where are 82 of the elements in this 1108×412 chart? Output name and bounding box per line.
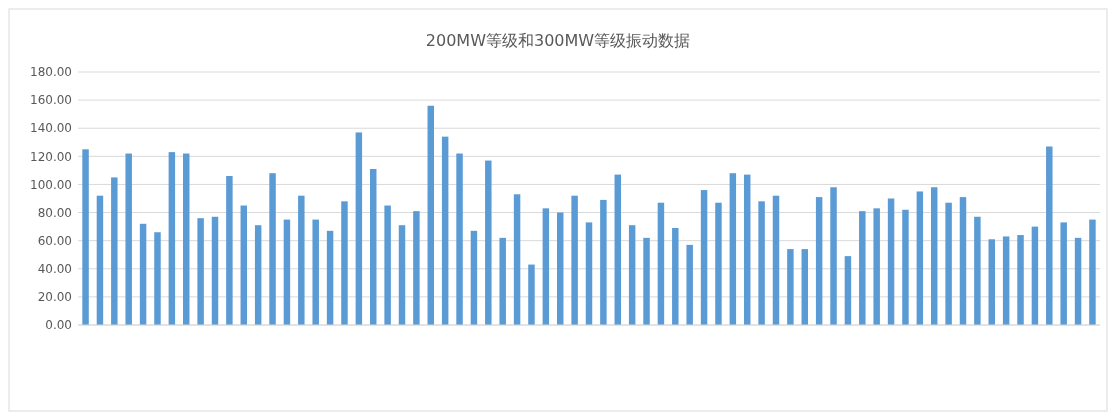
bar (585, 222, 593, 325)
y-tick-label: 40.00 (37, 261, 72, 276)
bar (729, 173, 737, 325)
bar (772, 195, 780, 325)
bar (758, 201, 765, 325)
bar (628, 225, 636, 325)
bar (1031, 226, 1039, 325)
bar (111, 177, 118, 325)
bar (715, 202, 722, 325)
bar (254, 225, 262, 325)
bar (801, 249, 808, 325)
bar (571, 195, 578, 325)
bar (341, 201, 348, 325)
bar (988, 239, 995, 325)
bar (427, 105, 435, 325)
bar (283, 219, 291, 325)
bar (470, 230, 478, 325)
bar (499, 237, 506, 325)
bar (887, 198, 895, 325)
bar (1046, 146, 1053, 325)
bar (657, 202, 665, 325)
y-tick-label: 160.00 (30, 93, 72, 108)
bar (859, 211, 866, 325)
y-tick-label: 140.00 (30, 121, 72, 136)
bar (485, 160, 492, 325)
bar (600, 199, 607, 325)
bar (916, 191, 924, 325)
bar (959, 197, 967, 325)
bar (700, 190, 708, 325)
bar (96, 195, 104, 325)
bar (456, 153, 463, 325)
bar (830, 187, 837, 325)
bar (413, 211, 420, 325)
bar (513, 194, 521, 325)
chart-title: 200MW等级和300MW等级振动数据 (425, 31, 691, 50)
bar (183, 153, 190, 325)
bar (557, 212, 564, 325)
y-tick-label: 60.00 (37, 233, 72, 248)
bar (1060, 222, 1067, 325)
bar (1017, 235, 1024, 325)
bar (815, 197, 823, 325)
bar (139, 223, 147, 325)
bar (168, 152, 176, 325)
bar (269, 173, 276, 325)
bar (298, 195, 305, 325)
y-tick-label: 80.00 (37, 205, 72, 220)
bar (945, 202, 952, 325)
bar (1002, 236, 1010, 325)
bar (355, 132, 363, 325)
y-tick-label: 180.00 (30, 65, 72, 80)
bar (326, 230, 334, 325)
bar (312, 219, 319, 325)
bar (154, 232, 161, 325)
y-tick-label: 0.00 (45, 318, 72, 333)
bar (686, 244, 693, 325)
bar (1074, 237, 1082, 325)
bar (902, 209, 909, 325)
bar (125, 153, 132, 325)
bar (211, 216, 219, 325)
bar (542, 208, 550, 325)
bar (82, 149, 89, 325)
bar (370, 168, 377, 325)
bar (930, 187, 938, 325)
bar (643, 237, 650, 325)
bar (1089, 219, 1096, 325)
y-tick-label: 20.00 (37, 290, 72, 305)
bar (240, 205, 248, 325)
bar (614, 174, 621, 325)
bar (398, 225, 406, 325)
bar (384, 205, 391, 325)
y-tick-label: 100.00 (30, 177, 72, 192)
bar (672, 228, 679, 325)
bar (441, 136, 449, 325)
bar (197, 218, 204, 325)
bar (528, 264, 535, 325)
bar (974, 216, 981, 325)
y-tick-label: 120.00 (30, 149, 72, 164)
bar (873, 208, 880, 325)
bar (226, 176, 233, 325)
bar (787, 249, 794, 325)
bar (743, 174, 751, 325)
bar (844, 256, 852, 325)
